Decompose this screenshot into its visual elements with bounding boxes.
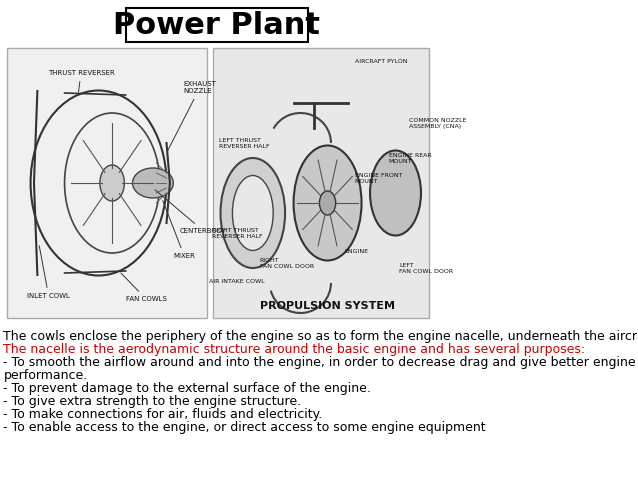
Text: FAN COWLS: FAN COWLS	[121, 273, 167, 302]
Circle shape	[100, 165, 124, 201]
Text: LEFT
FAN COWL DOOR: LEFT FAN COWL DOOR	[399, 263, 453, 274]
Text: RIGHT THRUST
REVERSER HALF: RIGHT THRUST REVERSER HALF	[212, 228, 263, 239]
Text: THRUST REVERSER: THRUST REVERSER	[48, 70, 114, 92]
Text: The nacelle is the aerodynamic structure around the basic engine and has several: The nacelle is the aerodynamic structure…	[3, 343, 586, 356]
Ellipse shape	[370, 150, 421, 236]
Text: PROPULSION SYSTEM: PROPULSION SYSTEM	[260, 301, 395, 311]
Text: Power Plant: Power Plant	[114, 11, 320, 39]
Ellipse shape	[232, 175, 273, 251]
Text: - To smooth the airflow around and into the engine, in order to decrease drag an: - To smooth the airflow around and into …	[3, 356, 636, 369]
Text: AIR INTAKE COWL: AIR INTAKE COWL	[209, 279, 264, 284]
FancyBboxPatch shape	[212, 48, 429, 318]
Text: INLET COWL: INLET COWL	[27, 246, 70, 299]
Text: EXHAUST
NOZZLE: EXHAUST NOZZLE	[168, 81, 216, 150]
Text: MIXER: MIXER	[163, 201, 195, 259]
FancyBboxPatch shape	[7, 48, 207, 318]
FancyBboxPatch shape	[126, 8, 308, 42]
Text: - To make connections for air, fluids and electricity.: - To make connections for air, fluids an…	[3, 408, 323, 421]
Text: LEFT THRUST
REVERSER HALF: LEFT THRUST REVERSER HALF	[219, 138, 269, 149]
Text: RIGHT
FAN COWL DOOR: RIGHT FAN COWL DOOR	[260, 258, 314, 269]
Text: COMMON NOZZLE
ASSEMBLY (CNA): COMMON NOZZLE ASSEMBLY (CNA)	[409, 118, 466, 129]
Ellipse shape	[133, 168, 174, 198]
Text: - To enable access to the engine, or direct access to some engine equipment: - To enable access to the engine, or dir…	[3, 421, 486, 434]
Text: The cowls enclose the periphery of the engine so as to form the engine nacelle, : The cowls enclose the periphery of the e…	[3, 330, 638, 343]
Ellipse shape	[293, 146, 362, 261]
Ellipse shape	[221, 158, 285, 268]
Text: ENGINE: ENGINE	[345, 249, 369, 254]
Text: - To give extra strength to the engine structure.: - To give extra strength to the engine s…	[3, 395, 302, 408]
Text: ENGINE FRONT
MOUNT: ENGINE FRONT MOUNT	[355, 173, 402, 184]
Text: ENGINE REAR
MOUNT: ENGINE REAR MOUNT	[389, 153, 431, 164]
Text: CENTERBODY: CENTERBODY	[155, 190, 227, 234]
Text: - To prevent damage to the external surface of the engine.: - To prevent damage to the external surf…	[3, 382, 371, 395]
Circle shape	[320, 191, 336, 215]
Text: performance.: performance.	[3, 369, 87, 382]
Text: AIRCRAFT PYLON: AIRCRAFT PYLON	[355, 59, 407, 64]
